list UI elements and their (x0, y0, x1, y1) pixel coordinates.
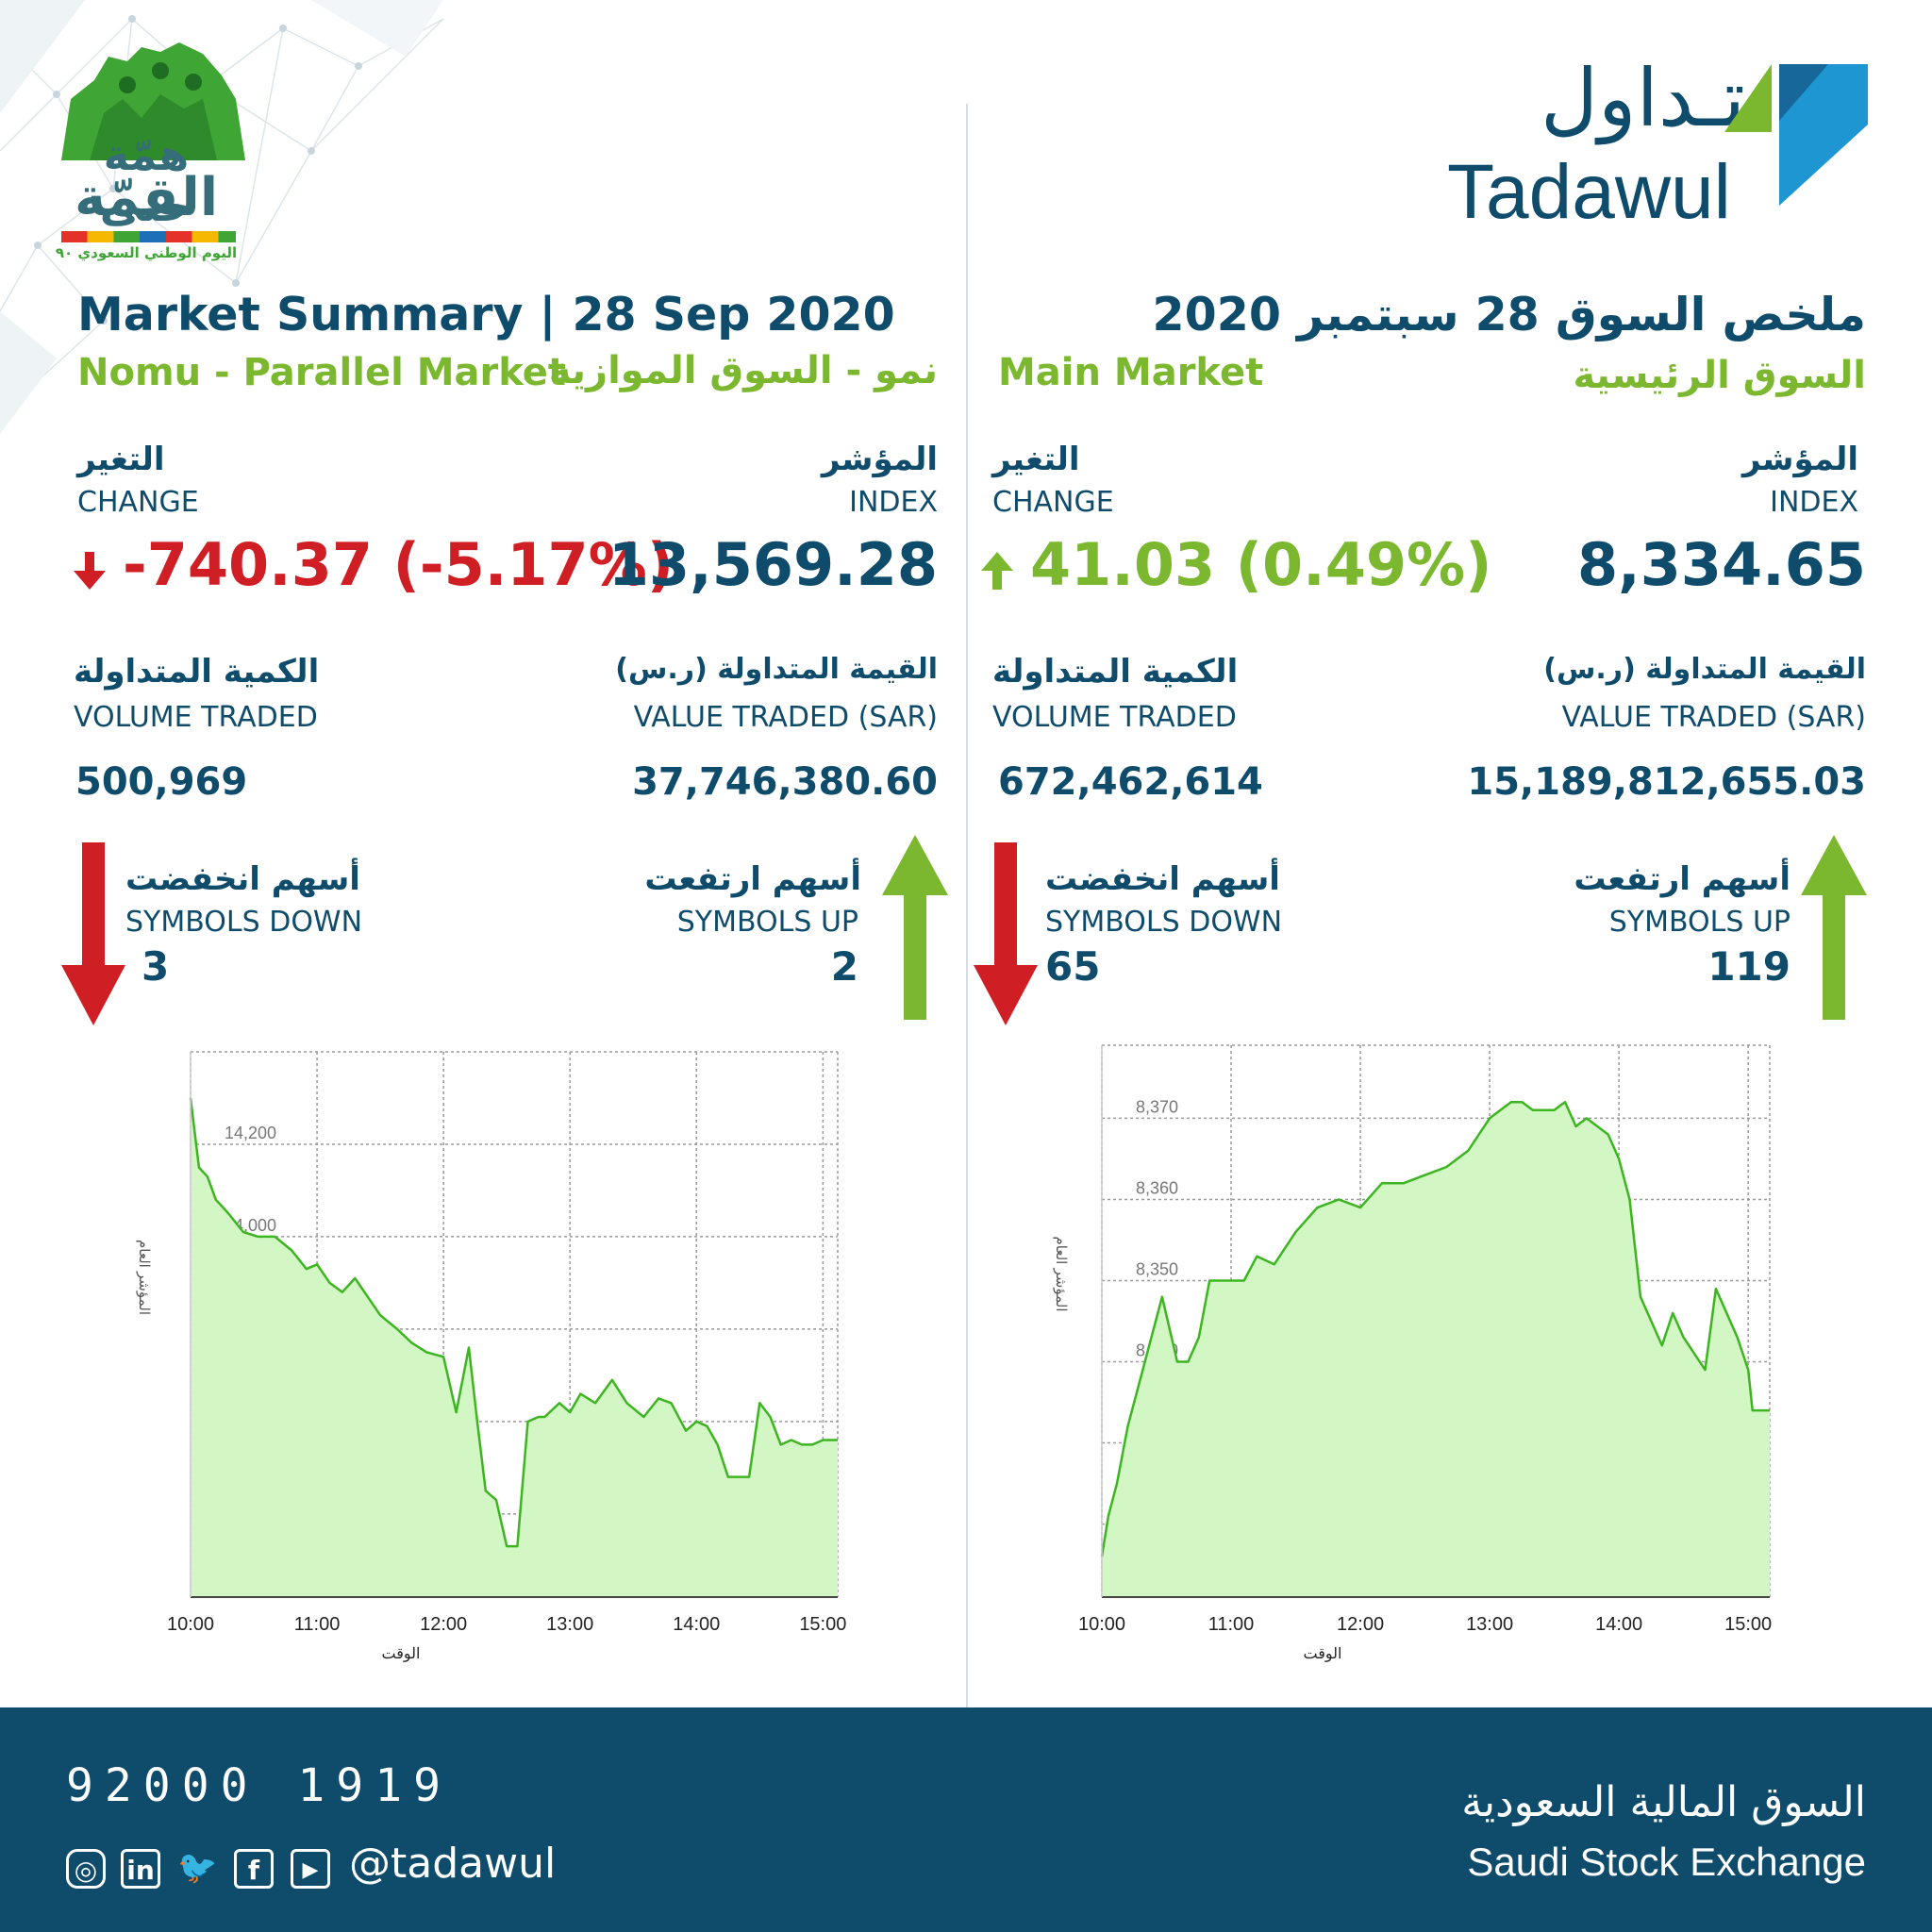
y-axis-title: المؤشر العام (1053, 1236, 1069, 1311)
facebook-icon[interactable]: f (234, 1849, 274, 1889)
symbols-down-arrow-icon (61, 842, 125, 1025)
tadawul-logo: تـداول Tadawul (1443, 52, 1868, 235)
symbols-up-arrow-icon (882, 835, 948, 1020)
x-tick-label: 13:00 (1466, 1614, 1513, 1635)
parallel-index-label-en: INDEX (849, 486, 938, 519)
main-volume-value: 672,462,614 (998, 760, 1263, 804)
main-up-label-en: SYMBOLS UP (1608, 906, 1790, 939)
mountain-portrait-emblem (61, 42, 245, 160)
x-tick-label: 15:00 (1724, 1614, 1772, 1635)
logo-arabic: تـداول (1540, 52, 1745, 144)
parallel-volume-value: 500,969 (75, 760, 248, 804)
main-index-value: 8,334.65 (1577, 530, 1866, 599)
parallel-down-count: 3 (142, 943, 170, 990)
campaign-flag-strip (61, 231, 236, 242)
y-tick-label: 8,350 (1136, 1259, 1178, 1278)
parallel-value-label-en: VALUE TRADED (SAR) (633, 701, 938, 734)
main-volume-label-ar: الكمية المتداولة (992, 653, 1239, 691)
main-value-label-en: VALUE TRADED (SAR) (1561, 701, 1866, 734)
footer-exchange-en: Saudi Stock Exchange (1467, 1840, 1866, 1884)
main-up-label-ar: أسهم ارتفعت (1574, 860, 1790, 898)
x-tick-label: 15:00 (799, 1614, 846, 1635)
x-axis-title: الوقت (382, 1646, 421, 1662)
parallel-volume-label-ar: الكمية المتداولة (74, 653, 320, 691)
parallel-volume-label-en: VOLUME TRADED (74, 701, 318, 734)
series-area (191, 1098, 838, 1597)
parallel-change-label-en: CHANGE (77, 486, 199, 519)
parallel-value-value: 37,746,380.60 (632, 760, 938, 804)
instagram-icon[interactable]: ◎ (66, 1849, 106, 1889)
down-small-arrow-icon (74, 552, 106, 590)
x-tick-label: 14:00 (1595, 1614, 1642, 1635)
main-down-label-ar: أسهم انخفضت (1045, 860, 1280, 898)
parallel-up-label-en: SYMBOLS UP (676, 906, 858, 939)
main-change-label-en: CHANGE (992, 486, 1114, 519)
linkedin-icon[interactable]: in (121, 1849, 160, 1889)
campaign-sub: اليوم الوطني السعودي ٩٠ (55, 244, 238, 261)
symbols-up-arrow-icon (1801, 835, 1867, 1020)
parallel-value-label-ar: القيمة المتداولة (ر.س) (615, 653, 938, 686)
footer-bar: 92000 1919 ◎ in 🐦 f ▶ @tadawul السوق الم… (0, 1707, 1932, 1932)
title-english: Market Summary | 28 Sep 2020 (77, 288, 895, 341)
parallel-index-label-ar: المؤشر (821, 441, 938, 478)
main-up-count: 119 (1707, 943, 1790, 990)
up-small-arrow-icon (981, 552, 1013, 590)
main-value-value: 15,189,812,655.03 (1467, 760, 1866, 804)
series-area (1102, 1102, 1770, 1597)
campaign-line1: همّة حتى (99, 129, 193, 231)
campaign-line2: القمّة (74, 167, 219, 228)
main-index-label-ar: المؤشر (1741, 441, 1858, 478)
logo-mark (1724, 64, 1868, 206)
parallel-down-label-ar: أسهم انخفضت (125, 860, 360, 898)
main-name-en: Main Market (998, 351, 1264, 394)
parallel-name-en: Nomu - Parallel Market (77, 351, 567, 394)
parallel-down-label-en: SYMBOLS DOWN (125, 906, 363, 939)
y-axis-title: المؤشر العام (136, 1240, 152, 1315)
logo-english: Tadawul (1447, 149, 1731, 235)
x-axis-title: الوقت (1304, 1646, 1342, 1662)
series-line (189, 1097, 838, 1548)
national-day-logo: همّة حتى القمّة اليوم الوطني السعودي ٩٠ (52, 42, 250, 269)
y-tick-label: 14,200 (225, 1124, 276, 1142)
series-line (1100, 1100, 1770, 1557)
parallel-index-value: 13,569.28 (608, 530, 938, 599)
x-tick-label: 11:00 (1208, 1614, 1255, 1635)
main-change-label-ar: التغير (992, 441, 1080, 478)
parallel-up-label-ar: أسهم ارتفعت (644, 860, 861, 898)
youtube-icon[interactable]: ▶ (291, 1849, 330, 1889)
parallel-change-label-ar: التغير (77, 441, 165, 478)
main-volume-label-en: VOLUME TRADED (992, 701, 1237, 734)
x-tick-label: 14:00 (673, 1614, 720, 1635)
x-tick-label: 10:00 (1078, 1614, 1125, 1635)
main-change-value: 41.03 (0.49%) (1030, 530, 1492, 599)
footer-phone: 92000 1919 (66, 1759, 452, 1812)
x-tick-label: 12:00 (1337, 1614, 1384, 1635)
footer-handle[interactable]: @tadawul (349, 1840, 557, 1888)
x-tick-label: 11:00 (294, 1614, 341, 1635)
x-tick-label: 12:00 (420, 1614, 467, 1635)
y-tick-label: 8,370 (1136, 1097, 1178, 1116)
parallel-name-ar: نمو - السوق الموازية (548, 349, 938, 392)
symbols-down-arrow-icon (974, 842, 1038, 1025)
x-tick-label: 10:00 (167, 1614, 214, 1635)
footer-exchange-ar: السوق المالية السعودية (1461, 1778, 1866, 1826)
parallel-change-value: -740.37 (-5.17%) (123, 530, 675, 599)
main-down-label-en: SYMBOLS DOWN (1045, 906, 1283, 939)
title-arabic: ملخص السوق 28 سبتمبر 2020 (1152, 288, 1866, 341)
parallel-up-count: 2 (830, 943, 858, 990)
background-network-pattern (0, 0, 444, 434)
main-value-label-ar: القيمة المتداولة (ر.س) (1543, 653, 1866, 686)
twitter-icon[interactable]: 🐦 (177, 1849, 218, 1887)
center-divider (966, 104, 968, 1707)
x-tick-label: 13:00 (546, 1614, 593, 1635)
main-index-label-en: INDEX (1770, 486, 1858, 519)
main-name-ar: السوق الرئيسية (1573, 354, 1866, 397)
main-down-count: 65 (1045, 943, 1101, 990)
y-tick-label: 8,360 (1136, 1178, 1178, 1197)
